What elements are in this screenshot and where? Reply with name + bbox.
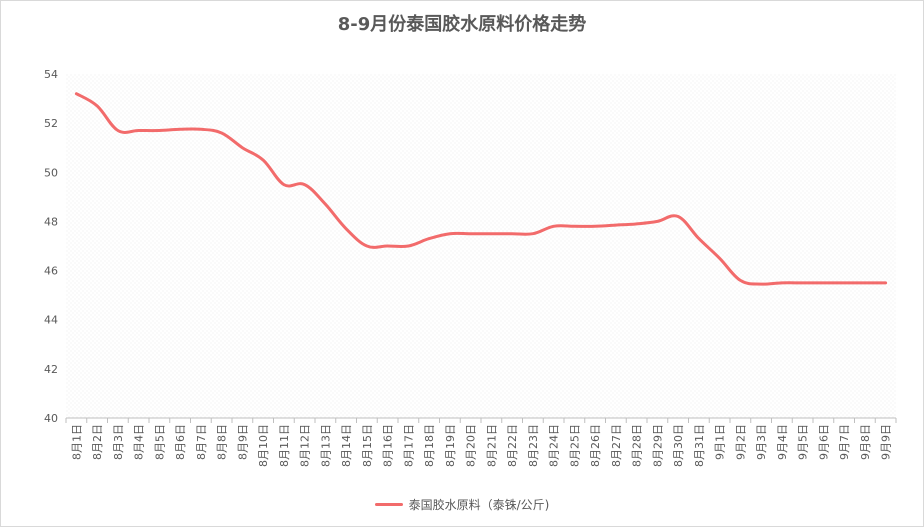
x-tick-label: 8月20日 [465,424,478,467]
series-line [74,92,888,286]
x-tick-label: 8月29日 [651,424,664,467]
x-tick-label: 8月7日 [195,424,208,460]
x-tick-label: 9月9日 [880,424,893,460]
legend-swatch [374,503,403,506]
y-tick-label: 48 [44,215,58,228]
legend: 泰国胶水原料（泰铢/公斤) [0,496,924,513]
x-tick-label: 8月14日 [340,424,353,467]
x-tick-label: 8月17日 [402,424,415,467]
x-tick-label: 8月28日 [631,424,644,467]
x-tick-label: 9月4日 [776,424,789,460]
x-tick-label: 9月2日 [734,424,747,460]
x-tick-label: 8月8日 [216,424,229,460]
y-tick-label: 46 [44,265,58,278]
x-tick-label: 8月12日 [299,424,312,467]
y-tick-label: 40 [44,412,58,425]
x-tick-label: 8月4日 [133,424,146,460]
x-tick-label: 8月22日 [506,424,519,467]
x-tick-label: 8月6日 [174,424,187,460]
y-tick-label: 54 [44,68,58,81]
x-tick-label: 8月5日 [153,424,166,460]
x-tick-label: 8月2日 [91,424,104,460]
x-tick-label: 8月24日 [548,424,561,467]
x-tick-label: 8月31日 [693,424,706,467]
x-tick-label: 8月30日 [672,424,685,467]
chart-title: 8-9月份泰国胶水原料价格走势 [337,14,587,35]
x-tick-label: 9月1日 [714,424,727,460]
x-tick-label: 8月18日 [423,424,436,467]
x-tick-label: 8月27日 [610,424,623,467]
x-tick-label: 8月21日 [485,424,498,467]
x-tick-label: 9月6日 [817,424,830,460]
x-tick-label: 8月10日 [257,424,270,467]
x-tick-label: 8月19日 [444,424,457,467]
x-tick-label: 8月25日 [568,424,581,467]
x-tick-label: 8月16日 [382,424,395,467]
y-tick-label: 52 [44,117,58,130]
x-tick-label: 9月8日 [859,424,872,460]
y-tick-label: 42 [44,363,58,376]
x-tick-label: 9月5日 [797,424,810,460]
x-tick-label: 8月13日 [319,424,332,467]
x-tick-label: 8月9日 [236,424,249,460]
x-tick-label: 8月23日 [527,424,540,467]
plot-area [66,74,896,418]
x-tick-label: 9月7日 [838,424,851,460]
x-tick-label: 9月3日 [755,424,768,460]
x-tick-label: 8月1日 [70,424,83,460]
legend-label: 泰国胶水原料（泰铢/公斤) [408,498,550,512]
x-tick-label: 8月26日 [589,424,602,467]
y-tick-label: 50 [44,166,58,179]
y-tick-label: 44 [44,314,58,327]
x-tick-label: 8月11日 [278,424,291,467]
x-tick-label: 8月3日 [112,424,125,460]
x-tick-label: 8月15日 [361,424,374,467]
